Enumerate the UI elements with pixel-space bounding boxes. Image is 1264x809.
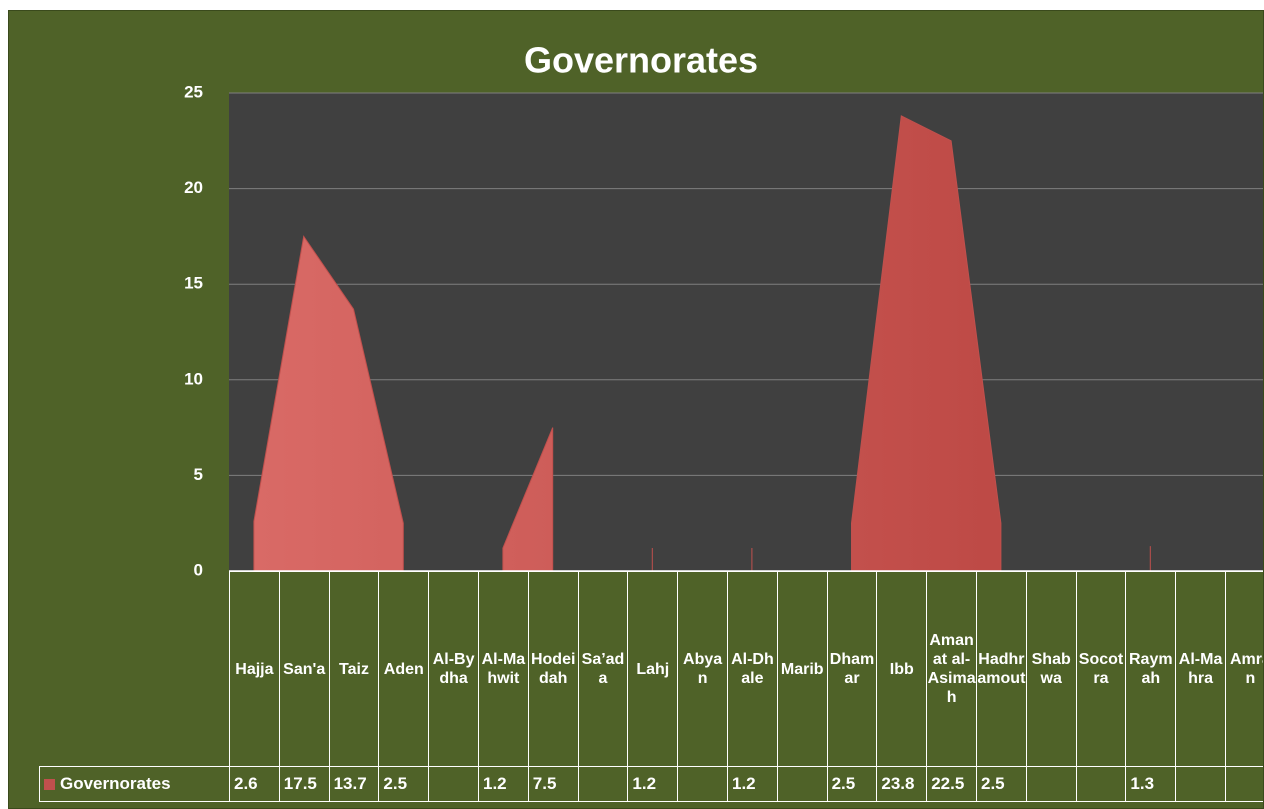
value-cell: 7.5: [527, 766, 579, 802]
value-cell: 2.5: [976, 766, 1027, 802]
legend-key: [44, 778, 55, 790]
y-tick-label: 5: [194, 465, 203, 484]
value-cell: [677, 766, 728, 802]
category-cell: Ibb: [876, 571, 928, 767]
value-cell: 2.5: [826, 766, 878, 802]
category-cell: Al-Bydha: [428, 571, 479, 767]
chart-title: Governorates: [524, 40, 758, 81]
category-cell: Taiz: [328, 571, 380, 767]
value-cell: 2.5: [378, 766, 430, 802]
category-cell: Al-Mahwit: [478, 571, 529, 767]
value-cell: [428, 766, 479, 802]
value-cell: [1225, 766, 1263, 802]
value-cell: 1.2: [627, 766, 679, 802]
category-cell: Al-Mahra: [1175, 571, 1226, 767]
y-tick-label: 20: [184, 178, 203, 197]
y-tick-label: 15: [184, 274, 203, 293]
category-cell: Hajja: [229, 571, 280, 767]
category-cell: Aden: [378, 571, 430, 767]
value-cell: [1025, 766, 1077, 802]
value-cell: [1075, 766, 1127, 802]
value-cell: 1.2: [478, 766, 529, 802]
category-cell: Hadhramout: [976, 571, 1027, 767]
category-cell: Sa’ada: [577, 571, 629, 767]
value-cell: 17.5: [278, 766, 330, 802]
value-cell: 23.8: [876, 766, 928, 802]
category-cell: San'a: [278, 571, 330, 767]
value-cell: [577, 766, 629, 802]
category-cell: Amanat al-Asimah: [926, 571, 977, 767]
category-cell: Hodeidah: [527, 571, 579, 767]
category-cell: Raymah: [1125, 571, 1177, 767]
y-tick-label: 25: [184, 82, 203, 101]
y-tick-label: 0: [194, 560, 203, 579]
area: [253, 115, 1151, 572]
category-cell: Al-Dhale: [727, 571, 778, 767]
chart-frame: Governorates 0 5 10 15 20 25 Hajja San'a Taiz Ad…: [8, 10, 1264, 809]
category-cell: Lahj: [627, 571, 679, 767]
value-cell: 13.7: [328, 766, 380, 802]
category-cell: Amran: [1225, 571, 1263, 767]
legend-cell: Governorates: [39, 766, 230, 802]
value-cell: [1175, 766, 1226, 802]
category-cell: Socotra: [1075, 571, 1127, 767]
y-tick-label: 10: [184, 369, 203, 388]
value-cell: 1.2: [727, 766, 778, 802]
category-cell: Shabwa: [1025, 571, 1077, 767]
value-cell: 22.5: [926, 766, 977, 802]
value-cell: 2.6: [229, 766, 280, 802]
plot-area: [229, 93, 1263, 571]
value-cell: [776, 766, 828, 802]
category-cell: Abyan: [677, 571, 728, 767]
legend-label: Governorates: [60, 774, 171, 793]
category-cell: Marib: [776, 571, 828, 767]
value-cell: 1.3: [1125, 766, 1177, 802]
category-cell: Dhamar: [826, 571, 878, 767]
